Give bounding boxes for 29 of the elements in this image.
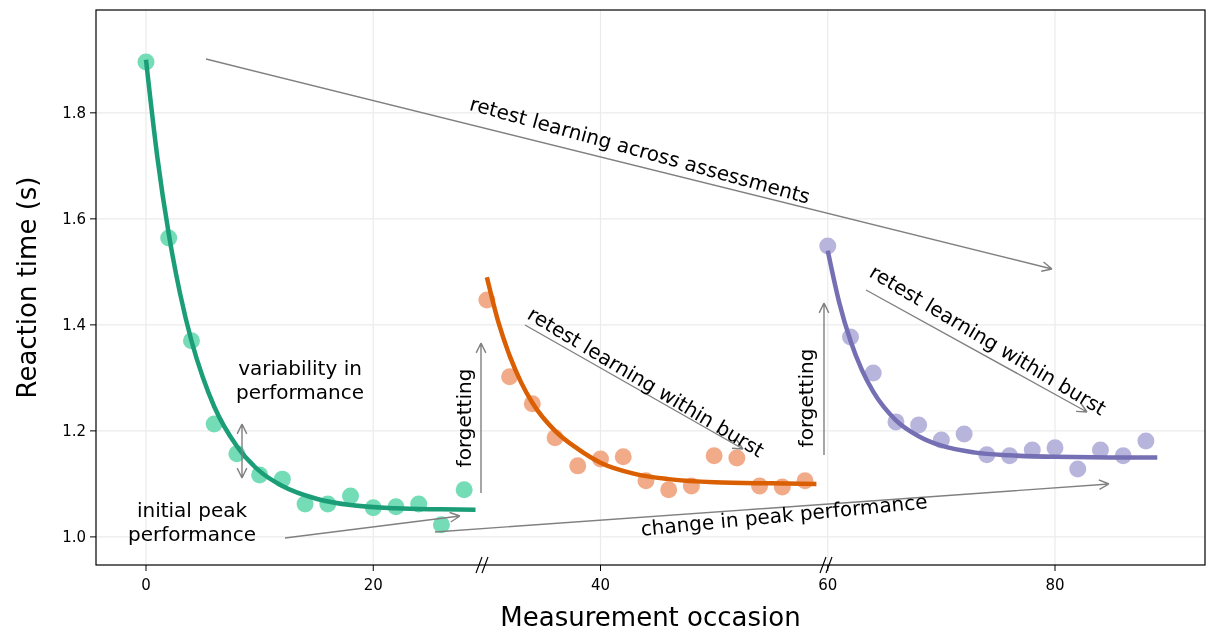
point xyxy=(910,416,928,434)
point xyxy=(660,481,678,499)
annotation: forgetting xyxy=(794,348,818,448)
point xyxy=(819,237,837,255)
point xyxy=(864,364,882,382)
annotation: initial peak performance xyxy=(127,498,257,546)
y-tick-label: 1.4 xyxy=(62,315,86,334)
point xyxy=(342,487,360,505)
point xyxy=(1069,460,1087,478)
annotation: variability in performance xyxy=(235,356,365,404)
y-tick-label: 1.6 xyxy=(62,209,86,228)
annotation: change in peak performance xyxy=(639,489,929,541)
y-axis-title: Reaction time (s) xyxy=(12,176,42,399)
point xyxy=(569,457,587,475)
point xyxy=(955,425,973,443)
point xyxy=(1046,439,1064,457)
y-tick-label: 1.0 xyxy=(62,527,86,546)
point xyxy=(1137,432,1155,450)
point xyxy=(614,448,632,466)
x-tick-label: 80 xyxy=(1045,576,1065,594)
y-tick-label: 1.8 xyxy=(62,103,86,122)
y-tick-label: 1.2 xyxy=(62,421,86,440)
x-tick-label: 40 xyxy=(590,576,611,594)
annotation: forgetting xyxy=(452,368,476,468)
x-tick-label: 0 xyxy=(141,576,151,594)
x-tick-label: 20 xyxy=(363,576,383,594)
x-axis-title: Measurement occasion xyxy=(500,602,801,632)
point xyxy=(455,481,473,499)
x-tick-label: 60 xyxy=(818,576,838,594)
